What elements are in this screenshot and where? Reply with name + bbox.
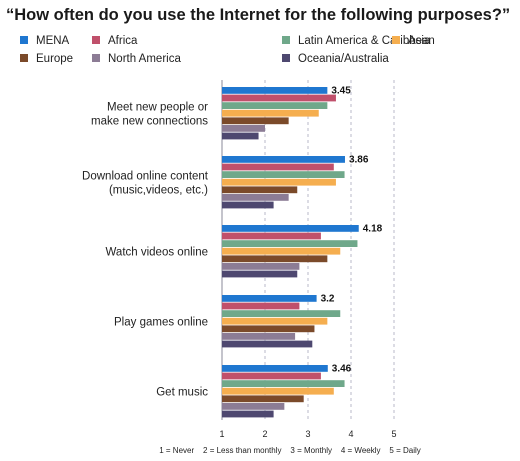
legend-label-mena: MENA bbox=[36, 35, 70, 47]
bar-oceania-australia-4 bbox=[222, 340, 313, 348]
bar-europe-5 bbox=[222, 395, 304, 403]
category-label-2: Download online content (music,videos, et… bbox=[82, 171, 209, 197]
bar-latin-america-caribbean-5 bbox=[222, 380, 345, 387]
bar-mena-3 bbox=[222, 225, 359, 232]
bar-africa-1 bbox=[222, 94, 336, 102]
bar-europe-2 bbox=[222, 186, 298, 194]
bar-asia-4 bbox=[222, 317, 328, 325]
legend-swatch-north-america bbox=[92, 54, 100, 62]
category-label-1: Meet new people or make new connections bbox=[91, 102, 208, 128]
bar-europe-4 bbox=[222, 325, 315, 333]
bar-asia-1 bbox=[222, 109, 319, 117]
bar-mena-5 bbox=[222, 365, 328, 372]
x-tick-4: 4 bbox=[348, 429, 353, 439]
bar-europe-1 bbox=[222, 117, 289, 125]
bar-asia-5 bbox=[222, 387, 334, 395]
bar-latin-america-caribbean-4 bbox=[222, 310, 341, 317]
bar-oceania-australia-3 bbox=[222, 270, 298, 278]
legend-label-oceania-australia: Oceania/Australia bbox=[298, 53, 389, 65]
bar-oceania-australia-2 bbox=[222, 201, 274, 209]
bar-africa-3 bbox=[222, 232, 321, 240]
chart-title: “How often do you use the Internet for t… bbox=[6, 6, 511, 24]
legend-label-europe: Europe bbox=[36, 53, 73, 65]
category-label-5: Get music bbox=[156, 387, 208, 399]
category-label-3: Watch videos online bbox=[106, 247, 209, 259]
bar-oceania-australia-1 bbox=[222, 132, 259, 140]
bar-north-america-3 bbox=[222, 263, 300, 270]
bar-north-america-5 bbox=[222, 403, 285, 410]
bar-africa-5 bbox=[222, 372, 321, 380]
bar-oceania-australia-5 bbox=[222, 410, 274, 418]
bar-latin-america-caribbean-1 bbox=[222, 102, 328, 109]
scale-note: 1 = Never 2 = Less than monthly 3 = Mont… bbox=[159, 446, 421, 455]
data-label-5: 3.46 bbox=[332, 364, 352, 375]
bar-africa-2 bbox=[222, 163, 334, 171]
bar-latin-america-caribbean-3 bbox=[222, 240, 358, 247]
x-tick-2: 2 bbox=[262, 429, 267, 439]
bar-europe-3 bbox=[222, 255, 328, 263]
legend-swatch-africa bbox=[92, 36, 100, 44]
bar-africa-4 bbox=[222, 302, 300, 310]
legend-label-latin-america-caribbean: Latin America & Caribbean bbox=[298, 35, 435, 47]
bar-north-america-1 bbox=[222, 125, 265, 132]
data-label-2: 3.86 bbox=[349, 155, 369, 166]
legend-label-north-america: North America bbox=[108, 53, 181, 65]
bar-north-america-2 bbox=[222, 194, 289, 201]
legend-swatch-mena bbox=[20, 36, 28, 44]
bar-mena-1 bbox=[222, 87, 328, 94]
legend-swatch-europe bbox=[20, 54, 28, 62]
data-label-4: 3.2 bbox=[321, 294, 335, 305]
bar-latin-america-caribbean-2 bbox=[222, 171, 345, 178]
x-tick-1: 1 bbox=[219, 429, 224, 439]
legend-swatch-latin-america-caribbean bbox=[282, 36, 290, 44]
legend-swatch-oceania-australia bbox=[282, 54, 290, 62]
bar-mena-2 bbox=[222, 156, 345, 163]
bar-north-america-4 bbox=[222, 333, 296, 340]
legend-swatch-asia bbox=[392, 36, 400, 44]
x-tick-3: 3 bbox=[305, 429, 310, 439]
bar-mena-4 bbox=[222, 295, 317, 302]
legend-label-africa: Africa bbox=[108, 35, 138, 47]
data-label-3: 4.18 bbox=[363, 224, 383, 235]
category-label-4: Play games online bbox=[114, 317, 208, 329]
bar-asia-2 bbox=[222, 178, 336, 186]
legend-label-asia: Asia bbox=[408, 35, 431, 47]
bar-asia-3 bbox=[222, 247, 341, 255]
x-tick-5: 5 bbox=[391, 429, 396, 439]
data-label-1: 3.45 bbox=[331, 86, 351, 97]
